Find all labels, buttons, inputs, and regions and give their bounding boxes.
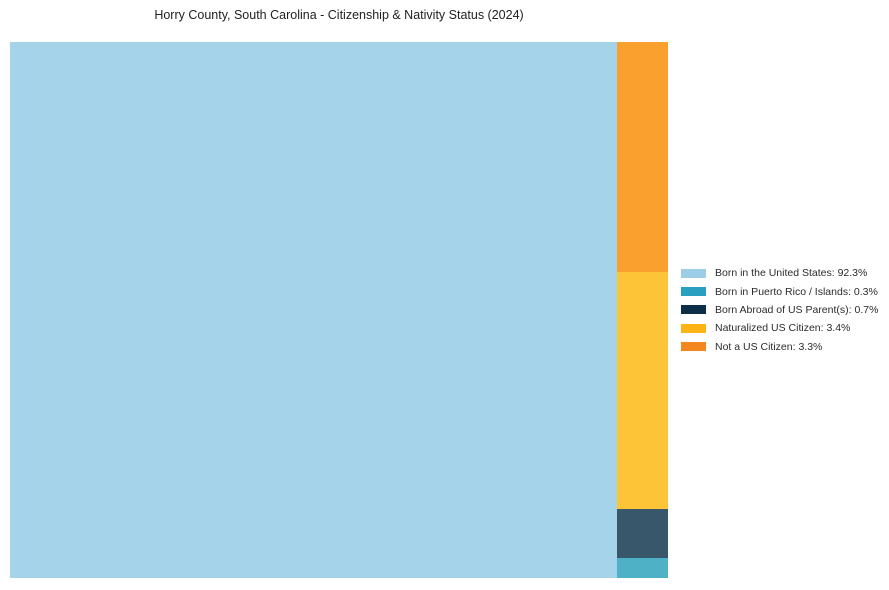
treemap-cell-born-in-us[interactable] — [10, 42, 617, 578]
legend-item-not-us-citizen[interactable]: Not a US Citizen: 3.3% — [681, 338, 878, 356]
legend-item-born-abroad-us-parents[interactable]: Born Abroad of US Parent(s): 0.7% — [681, 301, 878, 319]
legend-item-label: Not a US Citizen: 3.3% — [715, 340, 823, 353]
treemap-cell-naturalized-citizen[interactable] — [617, 272, 668, 509]
treemap-cell-not-us-citizen[interactable] — [617, 42, 668, 272]
treemap-cell-born-abroad-us-parents[interactable] — [617, 509, 668, 558]
legend-item-label: Naturalized US Citizen: 3.4% — [715, 322, 851, 335]
legend-item-born-in-pr-islands[interactable]: Born in Puerto Rico / Islands: 0.3% — [681, 282, 878, 300]
legend-item-born-in-us[interactable]: Born in the United States: 92.3% — [681, 264, 878, 282]
legend-item-label: Born in Puerto Rico / Islands: 0.3% — [715, 285, 878, 298]
legend-swatch-icon — [681, 342, 706, 352]
legend: Born in the United States: 92.3% Born in … — [681, 264, 878, 356]
legend-item-label: Born in the United States: 92.3% — [715, 267, 868, 280]
treemap-cell-born-in-pr-islands[interactable] — [617, 558, 668, 578]
legend-swatch-icon — [681, 323, 706, 333]
legend-swatch-icon — [681, 268, 706, 278]
legend-swatch-icon — [681, 305, 706, 315]
legend-item-naturalized-citizen[interactable]: Naturalized US Citizen: 3.4% — [681, 319, 878, 337]
treemap-plot — [10, 42, 668, 578]
chart-title: Horry County, South Carolina - Citizensh… — [154, 8, 524, 22]
legend-item-label: Born Abroad of US Parent(s): 0.7% — [715, 303, 879, 316]
legend-swatch-icon — [681, 287, 706, 297]
